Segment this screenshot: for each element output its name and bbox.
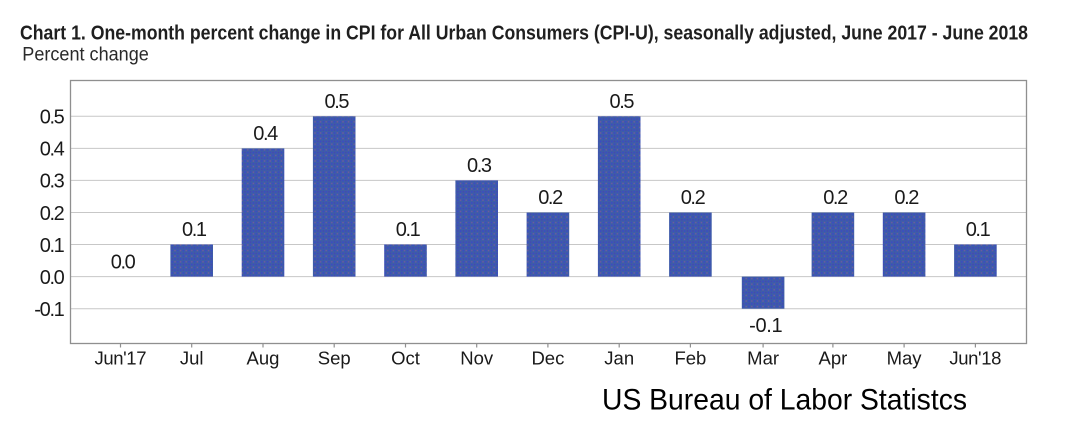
svg-text:Aug: Aug [247,348,280,369]
svg-text:0.3: 0.3 [40,171,65,193]
svg-text:Mar: Mar [747,348,779,369]
svg-text:Chart 1. One-month percent cha: Chart 1. One-month percent change in CPI… [20,23,1028,45]
svg-text:0.1: 0.1 [40,235,65,257]
svg-text:0.5: 0.5 [610,91,635,113]
svg-text:0.1: 0.1 [396,219,421,241]
svg-text:May: May [887,348,923,369]
svg-text:Jun'18: Jun'18 [949,348,1001,369]
svg-text:0.3: 0.3 [467,155,492,177]
svg-text:Dec: Dec [531,348,564,369]
svg-text:0.0: 0.0 [111,252,136,274]
svg-text:Percent change: Percent change [22,44,149,65]
svg-text:-0.1: -0.1 [749,315,783,337]
svg-text:0.4: 0.4 [253,123,278,145]
svg-text:0.5: 0.5 [325,91,350,113]
svg-text:0.1: 0.1 [182,219,207,241]
svg-text:-0.1: -0.1 [34,299,65,321]
svg-text:Jun'17: Jun'17 [95,348,147,369]
svg-text:0.2: 0.2 [823,187,848,209]
svg-text:Nov: Nov [460,348,494,369]
svg-text:0.2: 0.2 [681,187,706,209]
svg-text:US Bureau of Labor Statistcs: US Bureau of Labor Statistcs [602,384,967,417]
svg-text:Oct: Oct [391,348,420,369]
svg-text:Jul: Jul [180,348,204,369]
svg-text:Apr: Apr [819,348,848,369]
svg-text:0.0: 0.0 [40,267,65,289]
svg-text:0.5: 0.5 [40,107,65,129]
svg-text:Jan: Jan [604,348,634,369]
svg-text:0.4: 0.4 [40,139,65,161]
svg-text:Sep: Sep [318,348,351,369]
svg-text:0.2: 0.2 [894,187,919,209]
svg-text:Feb: Feb [674,348,706,369]
svg-text:0.2: 0.2 [40,203,65,225]
svg-text:0.1: 0.1 [966,219,991,241]
svg-text:0.2: 0.2 [538,187,563,209]
